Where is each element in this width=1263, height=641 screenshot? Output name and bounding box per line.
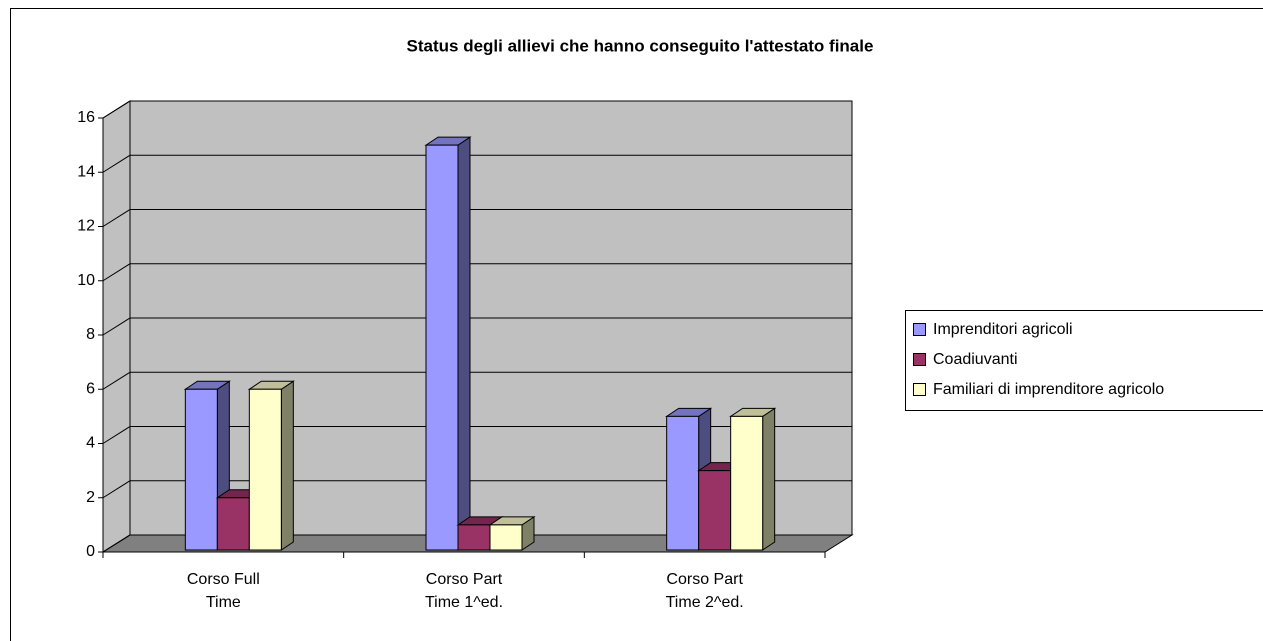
bar-face bbox=[216, 497, 250, 551]
grid-line bbox=[102, 209, 852, 227]
bar-face bbox=[666, 415, 700, 551]
bar-face bbox=[425, 144, 459, 551]
bar-face bbox=[457, 136, 471, 551]
bar-face bbox=[457, 524, 491, 551]
legend-swatch bbox=[913, 353, 926, 366]
y-tick-label: 0 bbox=[86, 543, 95, 560]
y-tick-label: 10 bbox=[77, 272, 95, 289]
y-tick-label: 2 bbox=[86, 489, 95, 506]
x-tick-label: Corso Full Time bbox=[186, 571, 260, 611]
y-tick-label: 8 bbox=[86, 326, 95, 343]
bar bbox=[247, 380, 295, 551]
bar-face bbox=[280, 380, 294, 551]
legend-label: Imprenditori agricoli bbox=[933, 321, 1073, 338]
grid-line bbox=[102, 371, 852, 390]
bar-face bbox=[184, 388, 218, 551]
bar-face bbox=[762, 407, 776, 551]
bar bbox=[488, 515, 536, 551]
grid-line bbox=[102, 480, 852, 499]
grid-line bbox=[102, 154, 852, 173]
legend-label: Familiari di imprenditore agricolo bbox=[933, 381, 1164, 398]
bar bbox=[424, 136, 472, 551]
y-tick-label: 6 bbox=[86, 380, 95, 397]
grid-line bbox=[102, 426, 852, 444]
x-tick-label: Corso Part Time 1^ed. bbox=[424, 571, 504, 611]
grid-line bbox=[102, 100, 852, 119]
legend-swatch bbox=[913, 323, 926, 336]
bar-face bbox=[248, 388, 282, 551]
legend-label: Coadiuvanti bbox=[933, 351, 1018, 368]
bar bbox=[729, 407, 777, 551]
x-tick-label: Corso Part Time 2^ed. bbox=[665, 571, 744, 611]
y-tick-label: 14 bbox=[77, 163, 95, 180]
legend-swatch bbox=[913, 383, 926, 396]
grid-line bbox=[102, 263, 852, 282]
y-tick-label: 4 bbox=[86, 435, 95, 452]
bar-face bbox=[489, 524, 523, 551]
y-tick-label: 12 bbox=[77, 218, 95, 235]
y-tick-label: 16 bbox=[77, 109, 95, 126]
grid-line bbox=[102, 534, 852, 553]
grid-line bbox=[102, 317, 852, 336]
legend-box bbox=[905, 310, 1263, 411]
bar-face bbox=[730, 415, 764, 551]
bar-face bbox=[698, 470, 732, 551]
chart-title: Status degli allievi che hanno conseguit… bbox=[407, 36, 874, 55]
